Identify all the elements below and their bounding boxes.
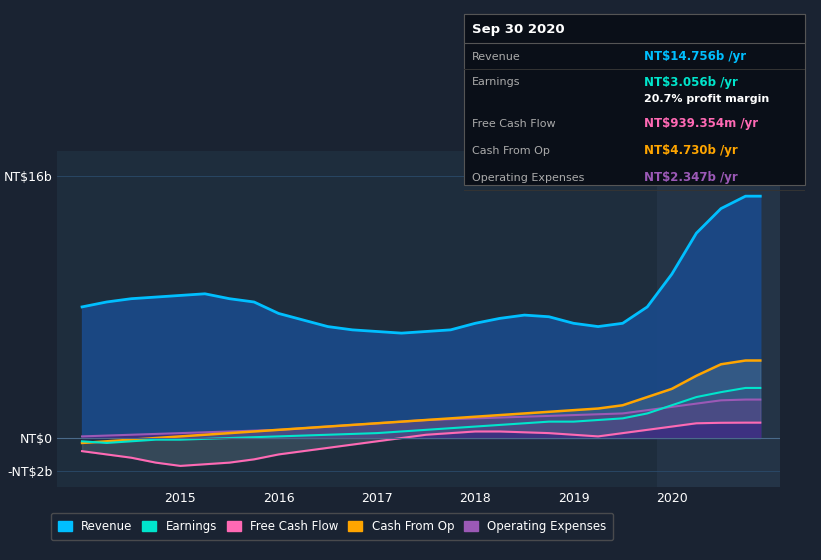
Text: NT$4.730b /yr: NT$4.730b /yr <box>644 144 738 157</box>
Bar <box>657 151 821 487</box>
Text: NT$939.354m /yr: NT$939.354m /yr <box>644 117 759 130</box>
Text: Free Cash Flow: Free Cash Flow <box>472 119 556 129</box>
Text: NT$3.056b /yr: NT$3.056b /yr <box>644 76 738 88</box>
Text: Revenue: Revenue <box>472 52 521 62</box>
Text: Operating Expenses: Operating Expenses <box>472 172 585 183</box>
Text: NT$14.756b /yr: NT$14.756b /yr <box>644 50 746 63</box>
Text: Earnings: Earnings <box>472 77 521 87</box>
Legend: Revenue, Earnings, Free Cash Flow, Cash From Op, Operating Expenses: Revenue, Earnings, Free Cash Flow, Cash … <box>51 513 613 540</box>
Text: Sep 30 2020: Sep 30 2020 <box>472 23 565 36</box>
Text: 20.7% profit margin: 20.7% profit margin <box>644 94 770 104</box>
Text: NT$2.347b /yr: NT$2.347b /yr <box>644 171 738 184</box>
Text: Cash From Op: Cash From Op <box>472 146 550 156</box>
